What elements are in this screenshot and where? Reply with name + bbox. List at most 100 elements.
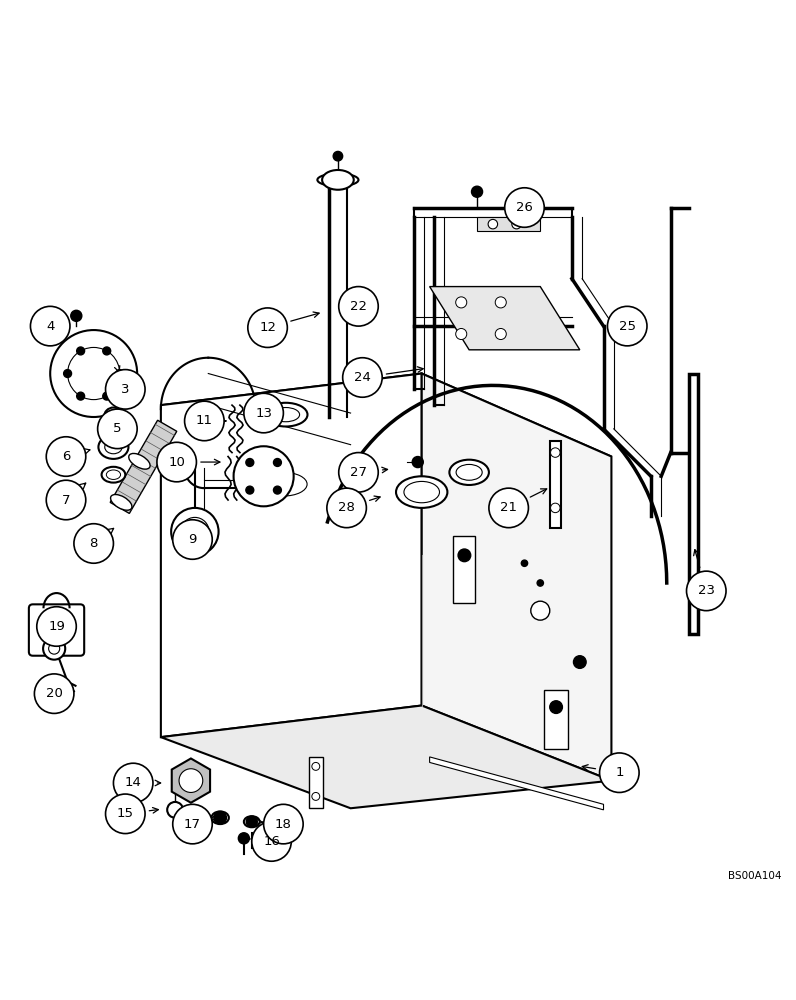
Circle shape (551, 448, 560, 457)
Ellipse shape (456, 464, 482, 480)
Circle shape (46, 480, 86, 520)
Polygon shape (422, 374, 611, 781)
Circle shape (550, 701, 563, 713)
Circle shape (495, 328, 506, 340)
Text: 27: 27 (350, 466, 367, 479)
Ellipse shape (107, 470, 120, 479)
Circle shape (173, 520, 213, 559)
Circle shape (489, 488, 529, 528)
Polygon shape (110, 420, 177, 513)
Circle shape (686, 571, 726, 611)
Polygon shape (161, 374, 422, 737)
Circle shape (74, 524, 114, 563)
Circle shape (157, 442, 197, 482)
Ellipse shape (129, 453, 150, 469)
Circle shape (312, 792, 320, 800)
Ellipse shape (105, 440, 122, 454)
Text: 1: 1 (615, 766, 623, 779)
Text: 10: 10 (168, 456, 185, 469)
Circle shape (607, 306, 647, 346)
Circle shape (521, 560, 528, 566)
Circle shape (512, 219, 521, 229)
Circle shape (43, 638, 65, 660)
Text: 23: 23 (698, 584, 715, 597)
Ellipse shape (404, 481, 439, 503)
Circle shape (98, 409, 137, 449)
Circle shape (37, 607, 76, 646)
Circle shape (103, 392, 111, 400)
Text: 3: 3 (121, 383, 130, 396)
Text: 25: 25 (618, 320, 636, 333)
Text: 19: 19 (48, 620, 65, 633)
Polygon shape (430, 757, 603, 810)
Circle shape (181, 517, 209, 546)
Text: 17: 17 (184, 818, 201, 831)
Circle shape (185, 401, 224, 441)
Polygon shape (172, 758, 210, 803)
Circle shape (312, 762, 320, 770)
Circle shape (238, 833, 249, 844)
Circle shape (495, 297, 506, 308)
Circle shape (110, 413, 117, 421)
Text: 18: 18 (275, 818, 292, 831)
Circle shape (115, 370, 123, 377)
Circle shape (76, 347, 84, 355)
Circle shape (106, 794, 145, 834)
Circle shape (106, 370, 145, 409)
Circle shape (537, 580, 544, 586)
Circle shape (246, 486, 254, 494)
Ellipse shape (272, 408, 299, 422)
Circle shape (173, 804, 213, 844)
Polygon shape (310, 757, 323, 808)
Text: BS00A104: BS00A104 (728, 871, 782, 881)
Text: 14: 14 (125, 776, 142, 789)
Text: 8: 8 (89, 537, 98, 550)
Circle shape (46, 437, 86, 476)
Text: 20: 20 (45, 687, 63, 700)
Polygon shape (430, 287, 579, 350)
Circle shape (412, 457, 423, 468)
Circle shape (103, 347, 111, 355)
Circle shape (263, 804, 303, 844)
Circle shape (49, 643, 60, 654)
Text: 26: 26 (516, 201, 533, 214)
Polygon shape (161, 374, 611, 488)
Ellipse shape (450, 460, 489, 485)
Text: 5: 5 (113, 422, 122, 435)
Polygon shape (477, 217, 540, 231)
Circle shape (179, 769, 203, 792)
Circle shape (246, 816, 257, 827)
Circle shape (342, 358, 382, 397)
Circle shape (104, 408, 123, 426)
Circle shape (455, 328, 466, 340)
Circle shape (339, 453, 378, 492)
Circle shape (246, 459, 254, 466)
Polygon shape (550, 441, 561, 528)
Text: 28: 28 (338, 501, 355, 514)
Text: 24: 24 (354, 371, 371, 384)
Circle shape (505, 188, 544, 227)
Text: 9: 9 (189, 533, 197, 546)
Circle shape (114, 763, 153, 803)
Ellipse shape (244, 816, 259, 827)
Polygon shape (161, 706, 611, 808)
Circle shape (458, 549, 470, 562)
Ellipse shape (111, 495, 132, 510)
Circle shape (214, 811, 227, 824)
Ellipse shape (102, 467, 125, 483)
Ellipse shape (259, 472, 307, 496)
Circle shape (171, 508, 219, 555)
Polygon shape (544, 690, 568, 749)
Circle shape (573, 656, 586, 668)
Polygon shape (454, 536, 475, 603)
Text: 4: 4 (46, 320, 54, 333)
Text: 22: 22 (350, 300, 367, 313)
Text: 15: 15 (117, 807, 134, 820)
Ellipse shape (318, 174, 358, 186)
Circle shape (248, 308, 287, 347)
Circle shape (339, 287, 378, 326)
Circle shape (71, 310, 82, 321)
Circle shape (34, 674, 74, 713)
Text: 13: 13 (256, 407, 272, 420)
Circle shape (274, 459, 281, 466)
